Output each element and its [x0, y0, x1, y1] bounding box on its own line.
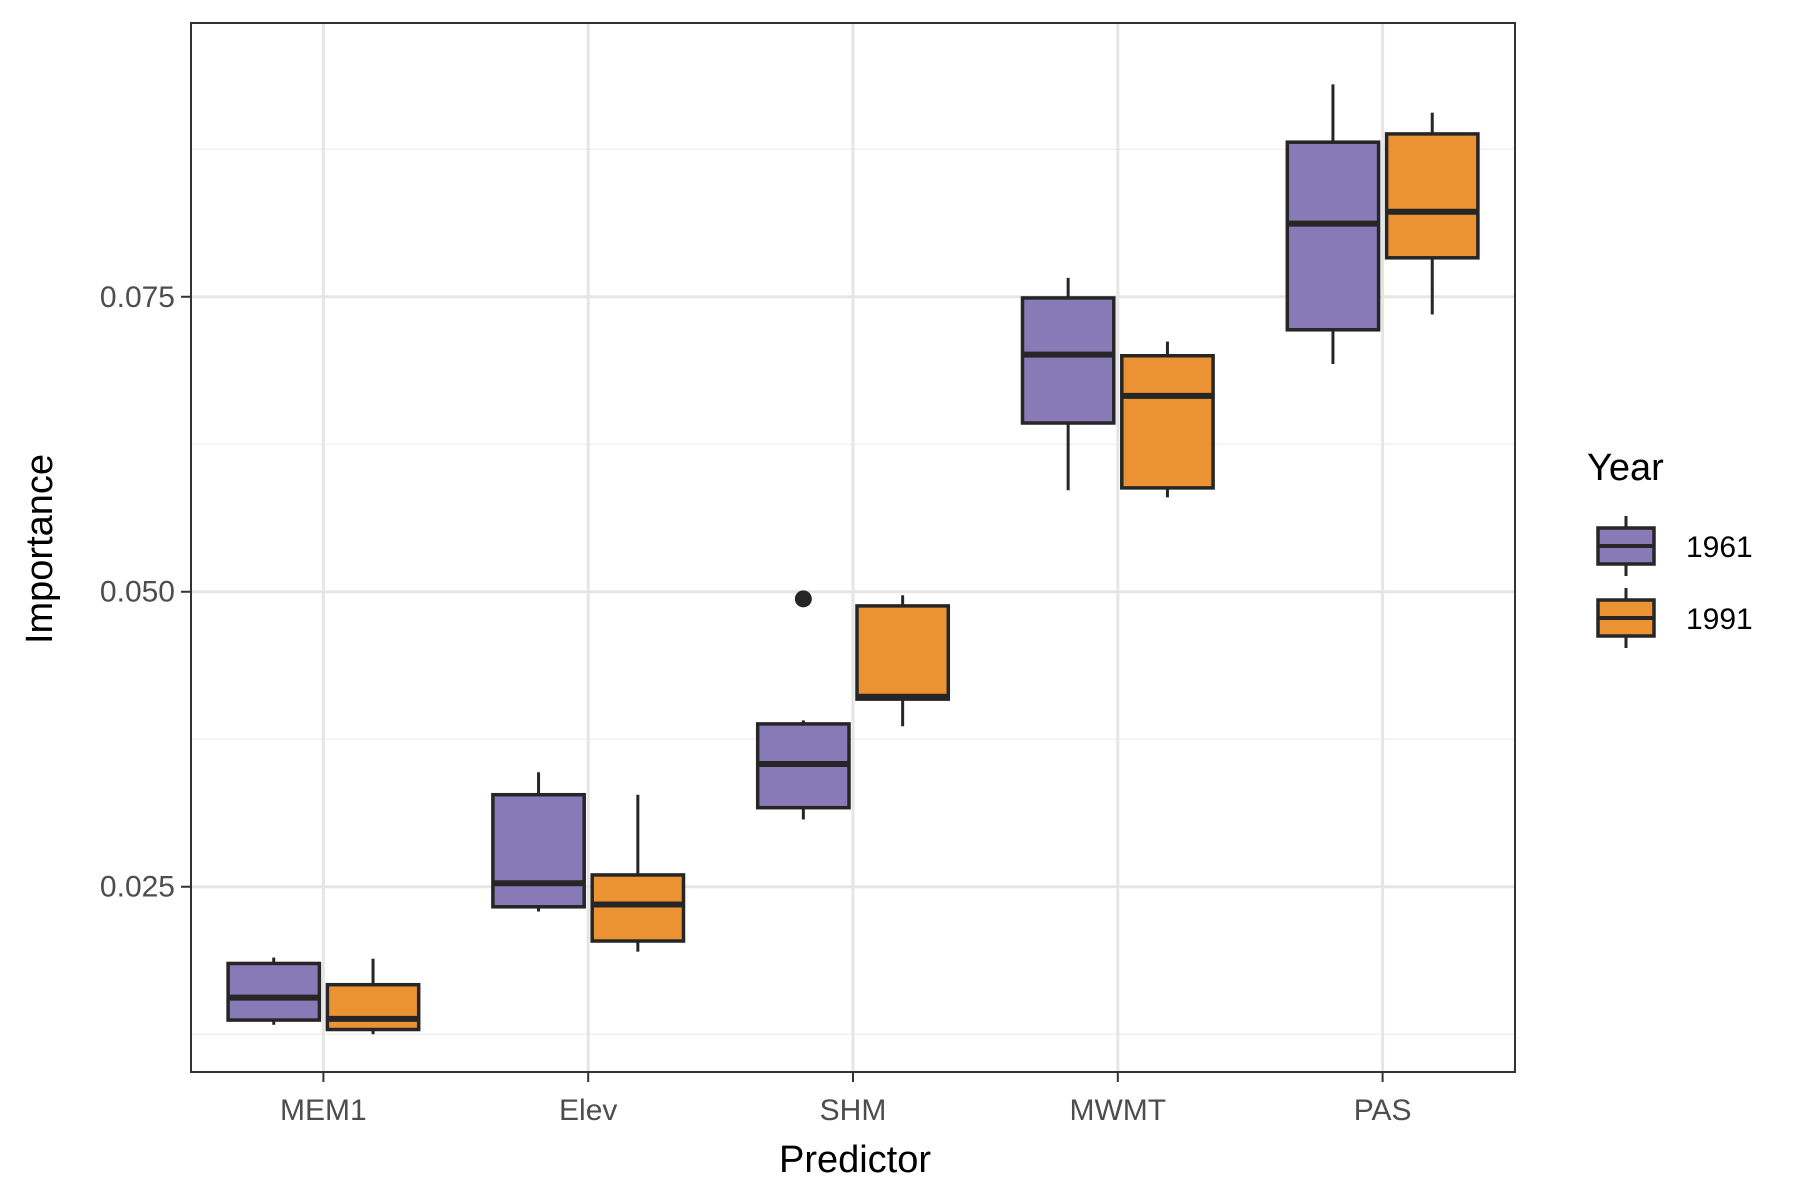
legend-key-1991: 1991	[1596, 588, 1753, 648]
x-tick-label-mwmt: MWMT	[1069, 1094, 1166, 1127]
box-shm-1991	[855, 595, 951, 727]
box-iqr	[590, 873, 686, 943]
y-tick-label-0.050: 0.050	[100, 576, 175, 609]
box-mwmt-1961	[1020, 277, 1116, 491]
box-iqr	[1020, 296, 1116, 425]
outlier-point-0	[794, 590, 812, 608]
legend-key-1961: 1961	[1596, 516, 1753, 576]
box-iqr	[1285, 140, 1381, 332]
y-tick-label-0.075: 0.075	[100, 281, 175, 314]
plot-panel	[190, 22, 1516, 1073]
box-iqr	[325, 982, 421, 1032]
legend-label-1961: 1961	[1686, 531, 1753, 564]
box-pas-1961	[1285, 84, 1381, 365]
legend-label-1991: 1991	[1686, 603, 1753, 636]
x-tick-label-mem1: MEM1	[280, 1094, 367, 1127]
x-tick-label-elev: Elev	[559, 1094, 617, 1127]
box-iqr	[491, 792, 586, 909]
x-tick-label-shm: SHM	[820, 1094, 887, 1127]
y-axis-title: Importance	[19, 454, 61, 644]
box-elev-1991	[590, 794, 686, 952]
x-axis: MEM1 Elev SHM MWMT PAS	[280, 1072, 1412, 1127]
box-mem1-1991	[325, 958, 421, 1035]
box-iqr	[226, 961, 322, 1022]
x-axis-title: Predictor	[779, 1139, 931, 1181]
x-tick-label-pas: PAS	[1354, 1094, 1412, 1127]
legend-title: Year	[1587, 447, 1664, 489]
box-shm-1961	[755, 590, 851, 820]
legend: Year 1961 1991	[1587, 447, 1753, 648]
box-pas-1991	[1384, 112, 1480, 315]
y-axis: 0.025 0.050 0.075	[100, 281, 191, 904]
box-iqr	[1120, 354, 1215, 490]
y-tick-label-0.025: 0.025	[100, 871, 175, 904]
box-mwmt-1991	[1120, 341, 1215, 498]
box-iqr	[1384, 132, 1480, 260]
box-mem1-1961	[226, 957, 322, 1025]
box-iqr	[855, 604, 951, 701]
box-elev-1961	[491, 772, 586, 912]
